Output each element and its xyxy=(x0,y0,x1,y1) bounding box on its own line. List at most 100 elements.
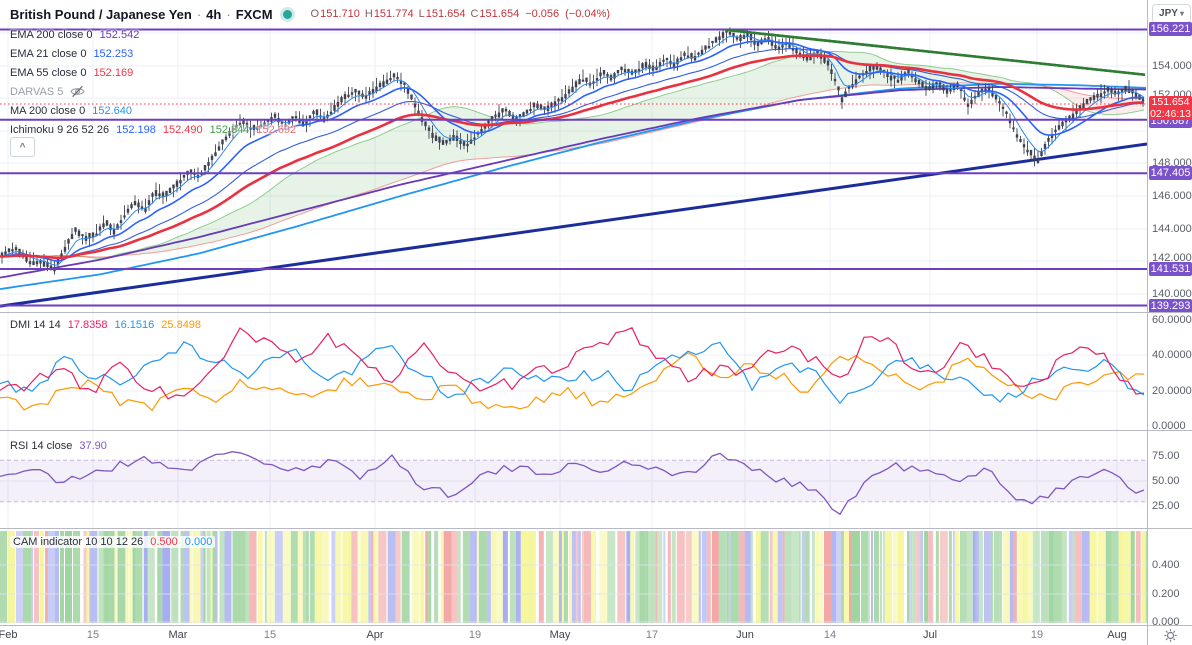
price-axis-tick: 144.000 xyxy=(1152,223,1192,235)
time-axis-tick: 14 xyxy=(823,629,837,641)
rsi-series xyxy=(0,451,1147,516)
indicator-value: 37.90 xyxy=(79,440,107,452)
price-axis-tick: 140.000 xyxy=(1152,288,1192,300)
open-value: 151.710 xyxy=(320,8,360,20)
price-axis-tick: 40.0000 xyxy=(1152,349,1192,361)
change-percent: (−0.04%) xyxy=(565,8,611,20)
close-value: 151.654 xyxy=(479,8,520,20)
price-axis-tick: 146.000 xyxy=(1152,190,1192,202)
interval-label[interactable]: 4h xyxy=(206,6,222,22)
time-axis-tick: 17 xyxy=(645,629,659,641)
title-separator: · xyxy=(196,6,202,22)
legend-row-ichimoku[interactable]: Ichimoku 9 26 52 26 152.198 152.490 152.… xyxy=(10,120,296,139)
chart-header: British Pound / Japanese Yen · 4h · FXCM… xyxy=(10,5,610,23)
high-label: H xyxy=(364,8,373,20)
currency-label: JPY xyxy=(1159,8,1178,19)
price-axis-tick: 0.400 xyxy=(1152,559,1180,571)
time-axis-tick: 15 xyxy=(263,629,277,641)
indicator-value: 152.640 xyxy=(92,104,132,117)
price-axis-tick: 50.00 xyxy=(1152,475,1180,487)
ohlc-readout: O 151.710 H 151.774 L 151.654 C 151.654 … xyxy=(306,8,611,20)
indicator-legend: EMA 200 close 0 152.542 EMA 21 close 0 1… xyxy=(10,25,296,139)
ascending-support[interactable] xyxy=(0,142,1147,308)
dmi-pane-legend[interactable]: DMI 14 14 17.8358 16.1516 25.8498 xyxy=(10,319,201,331)
gear-icon xyxy=(1163,629,1177,642)
close-label: C xyxy=(470,8,479,20)
indicator-value: 17.8358 xyxy=(67,319,108,331)
axis-separator xyxy=(0,625,1192,626)
price-axis-tick: 142.000 xyxy=(1152,252,1192,264)
indicator-label: EMA 21 close 0 xyxy=(10,47,87,60)
time-axis-tick: Apr xyxy=(366,629,384,641)
chevron-down-icon: ▾ xyxy=(1179,9,1184,18)
time-axis-tick: 19 xyxy=(468,629,482,641)
pane-separator[interactable] xyxy=(0,312,1192,313)
descending-resistance[interactable] xyxy=(725,28,1146,76)
indicator-label: DMI 14 14 xyxy=(10,319,61,331)
legend-row-darvas[interactable]: DARVAS 5 xyxy=(10,82,296,101)
level-price-badge: 147.405 xyxy=(1149,166,1192,180)
level-price-badge: 139.293 xyxy=(1149,299,1192,313)
indicator-value: 16.1516 xyxy=(114,319,155,331)
time-axis[interactable]: Feb 15 Mar 15 Apr 19 May 17 Jun 14 Jul 19 Aug xyxy=(0,626,1147,645)
indicator-label: EMA 55 close 0 xyxy=(10,66,87,79)
indicator-label: EMA 200 close 0 xyxy=(10,28,93,41)
indicator-value: 152.169 xyxy=(93,66,134,79)
last-price-value: 151.654 xyxy=(1151,96,1190,108)
title-separator: · xyxy=(226,6,231,22)
last-price-badge: 151.654 02:46:13 xyxy=(1149,96,1192,120)
price-axis-tick: 60.0000 xyxy=(1152,314,1192,326)
currency-toggle-button[interactable]: JPY ▾ xyxy=(1152,4,1191,23)
legend-row-ema55[interactable]: EMA 55 close 0 152.169 xyxy=(10,63,296,82)
time-axis-tick: Aug xyxy=(1107,629,1127,641)
eye-hidden-icon[interactable] xyxy=(70,85,86,98)
indicator-value: 152.542 xyxy=(99,28,140,41)
market-status-icon[interactable] xyxy=(282,9,292,19)
pane-separator[interactable] xyxy=(0,430,1192,431)
chart-plot-area[interactable] xyxy=(0,0,1147,625)
indicator-value: 152.490 xyxy=(162,123,203,136)
time-axis-tick: Jul xyxy=(922,629,938,641)
time-axis-tick: Jun xyxy=(736,629,754,641)
low-value: 151.654 xyxy=(425,8,466,20)
indicator-value: 152.692 xyxy=(256,123,297,136)
indicator-value: 152.253 xyxy=(93,47,134,60)
indicator-value: 0.000 xyxy=(184,536,213,548)
symbol-title[interactable]: British Pound / Japanese Yen xyxy=(10,6,192,22)
open-label: O xyxy=(310,8,320,20)
bar-countdown: 02:46:13 xyxy=(1150,108,1191,120)
dmi-series xyxy=(0,327,1145,412)
indicator-label: Ichimoku 9 26 52 26 xyxy=(10,123,110,136)
legend-collapse-button[interactable]: ^ xyxy=(10,137,35,157)
price-series xyxy=(0,27,1147,308)
price-axis-tick: 75.00 xyxy=(1152,450,1180,462)
rsi-pane-legend[interactable]: RSI 14 close 37.90 xyxy=(10,440,107,452)
change-value: −0.056 xyxy=(525,8,560,20)
low-label: L xyxy=(418,8,425,20)
time-axis-tick: May xyxy=(549,629,571,641)
level-price-badge: 156.221 xyxy=(1149,22,1192,36)
exchange-label[interactable]: FXCM xyxy=(235,6,273,22)
time-axis-tick: 15 xyxy=(86,629,100,641)
time-axis-tick: Mar xyxy=(168,629,188,641)
axis-settings-corner[interactable] xyxy=(1147,626,1192,645)
legend-row-ema200[interactable]: EMA 200 close 0 152.542 xyxy=(10,25,296,44)
indicator-label: MA 200 close 0 xyxy=(10,104,86,117)
legend-row-ma200[interactable]: MA 200 close 0 152.640 xyxy=(10,101,296,120)
indicator-value: 25.8498 xyxy=(161,319,202,331)
high-value: 151.774 xyxy=(373,8,414,20)
time-axis-tick: 19 xyxy=(1030,629,1044,641)
pane-separator[interactable] xyxy=(0,528,1192,529)
indicator-label: RSI 14 close xyxy=(10,440,73,452)
level-price-badge: 141.531 xyxy=(1149,262,1192,276)
cam-indicator-bars xyxy=(0,531,1147,623)
indicator-label: CAM indicator 10 10 12 26 xyxy=(13,536,144,548)
indicator-label: DARVAS 5 xyxy=(10,85,64,98)
time-axis-tick: Feb xyxy=(0,629,18,641)
indicator-value: 0.500 xyxy=(150,536,178,548)
price-axis-tick: 154.000 xyxy=(1152,60,1192,72)
cam-pane-legend[interactable]: CAM indicator 10 10 12 26 0.500 0.000 xyxy=(10,536,216,548)
price-axis-tick: 25.00 xyxy=(1152,500,1180,512)
legend-row-ema21[interactable]: EMA 21 close 0 152.253 xyxy=(10,44,296,63)
